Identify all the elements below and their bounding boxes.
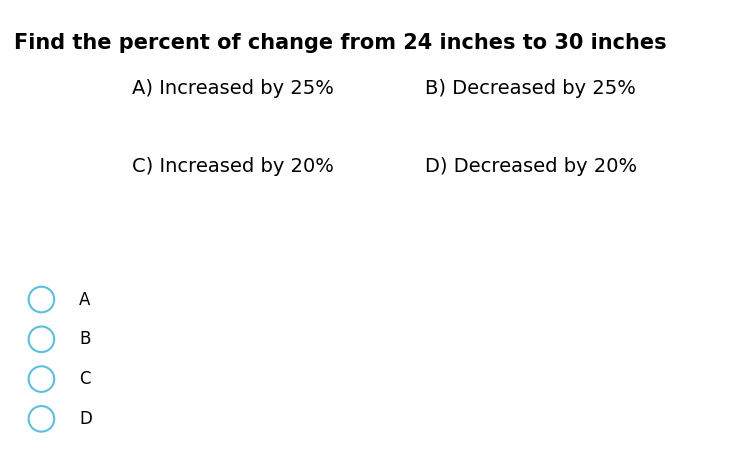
Text: B) Decreased by 25%: B) Decreased by 25% [425,80,636,98]
Text: A: A [79,291,90,308]
Text: C) Increased by 20%: C) Increased by 20% [132,157,334,176]
Text: Find the percent of change from 24 inches to 30 inches: Find the percent of change from 24 inche… [14,33,666,53]
Text: C: C [79,370,90,388]
Text: D: D [79,410,92,428]
Text: A) Increased by 25%: A) Increased by 25% [132,80,334,98]
Text: D) Decreased by 20%: D) Decreased by 20% [425,157,638,176]
Text: B: B [79,330,90,348]
